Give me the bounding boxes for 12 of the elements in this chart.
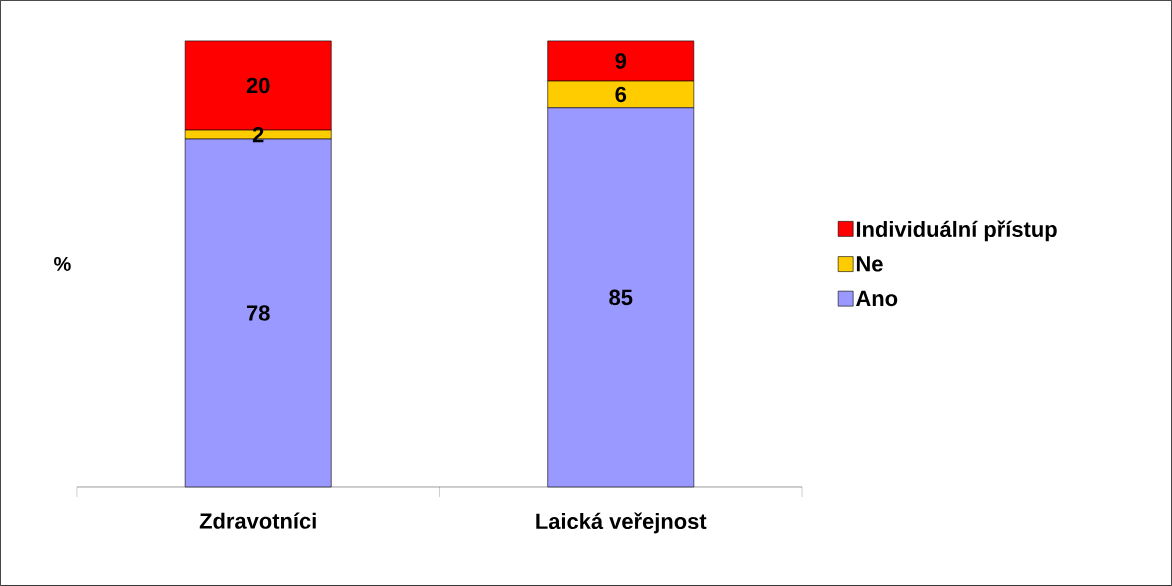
data-label: 6 <box>615 86 627 103</box>
legend-label: Ano <box>856 290 898 307</box>
data-label: 85 <box>609 289 633 306</box>
data-label: 9 <box>615 53 627 69</box>
x-tick-label: Zdravotníci <box>199 512 316 529</box>
legend-label: Ne <box>856 256 883 272</box>
data-label: 20 <box>246 77 270 94</box>
y-axis-title: % <box>54 256 71 271</box>
legend-label: Individuální přístup <box>856 220 1057 242</box>
x-tick-label: Laická veřejnost <box>536 512 707 534</box>
data-label: 2 <box>252 126 264 143</box>
data-label: 78 <box>246 305 270 321</box>
